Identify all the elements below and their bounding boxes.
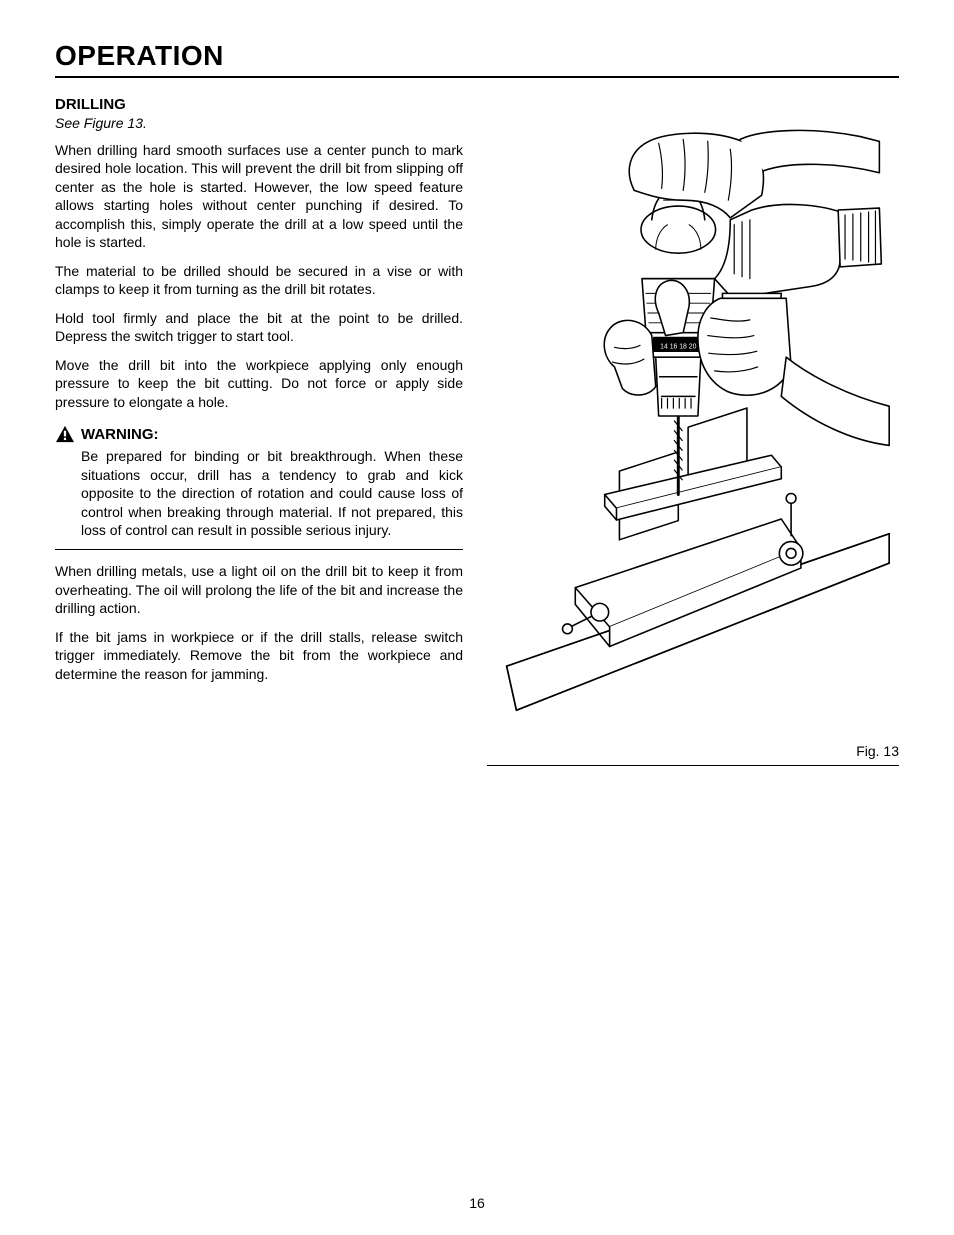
figure-13-box: 14 16 18 20 [487, 96, 899, 766]
warning-divider [55, 549, 463, 550]
figure-caption: Fig. 13 [856, 743, 899, 759]
paragraph-2: The material to be drilled should be sec… [55, 262, 463, 299]
page-number: 16 [0, 1195, 954, 1211]
warning-block: WARNING: Be prepared for binding or bit … [55, 425, 463, 539]
content-columns: DRILLING See Figure 13. When drilling ha… [55, 96, 899, 766]
paragraph-1: When drilling hard smooth surfaces use a… [55, 141, 463, 252]
warning-triangle-icon [55, 425, 75, 443]
warning-label: WARNING: [81, 426, 159, 443]
right-column: 14 16 18 20 [487, 96, 899, 766]
figure-13-illustration: 14 16 18 20 [487, 96, 899, 736]
left-column: DRILLING See Figure 13. When drilling ha… [55, 96, 463, 766]
paragraph-6: If the bit jams in workpiece or if the d… [55, 628, 463, 683]
section-title: OPERATION [55, 40, 899, 78]
paragraph-3: Hold tool firmly and place the bit at th… [55, 309, 463, 346]
warning-body: Be prepared for binding or bit breakthro… [81, 447, 463, 539]
figure-reference: See Figure 13. [55, 115, 463, 131]
warning-head: WARNING: [55, 425, 463, 443]
drilling-heading: DRILLING [55, 96, 463, 113]
paragraph-4: Move the drill bit into the workpiece ap… [55, 356, 463, 411]
torque-numbers: 14 16 18 20 [660, 343, 696, 350]
paragraph-5: When drilling metals, use a light oil on… [55, 562, 463, 617]
